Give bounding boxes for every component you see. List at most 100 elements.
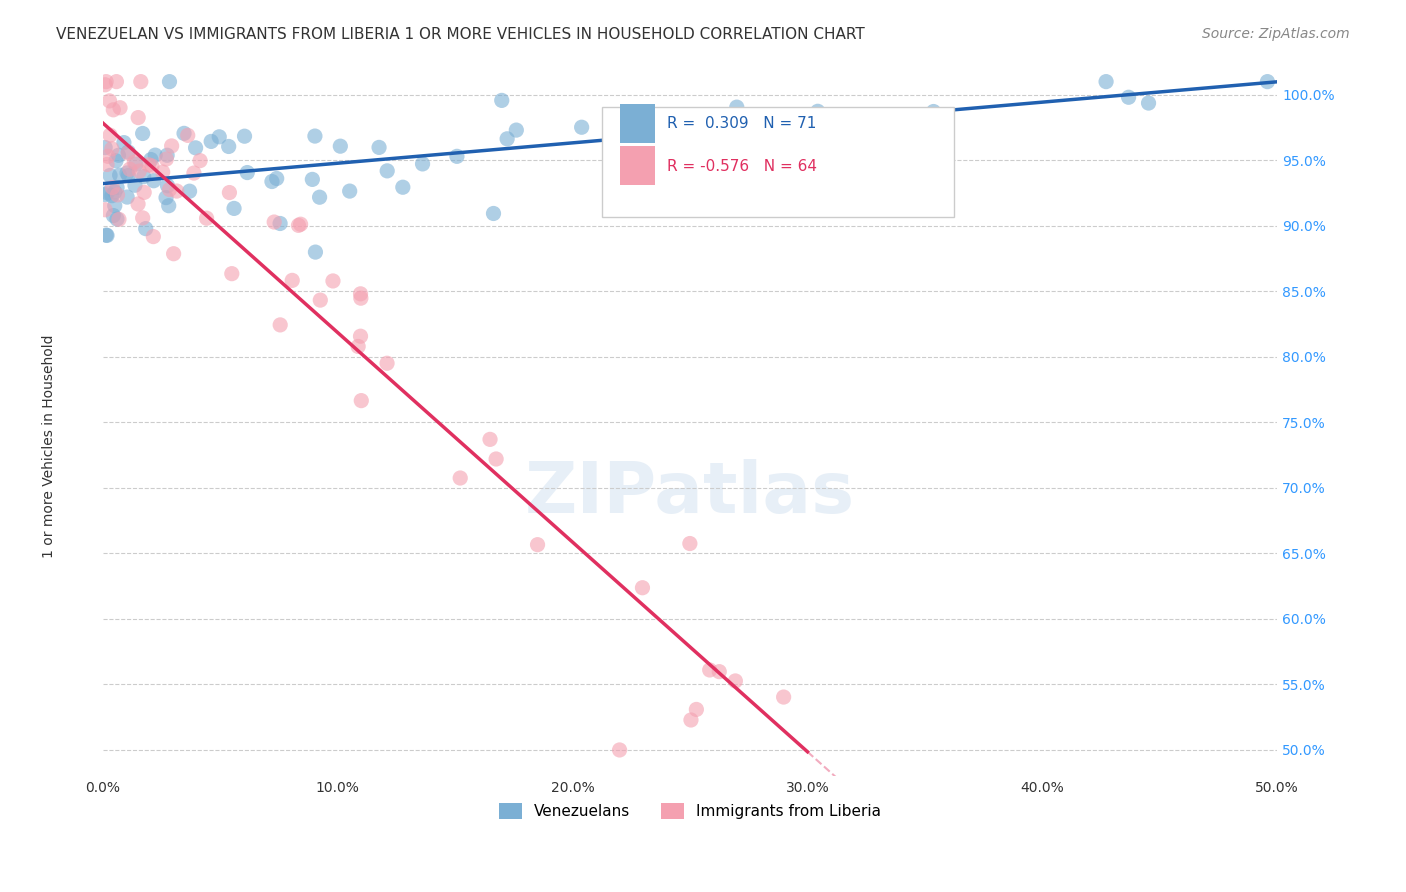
Point [222,202,245,216]
Point [218,139,240,153]
Point [98,128,121,143]
Text: ZIPatlas: ZIPatlas [524,458,855,527]
Point [98,94,121,108]
Point [127,197,149,211]
Point [103,103,125,117]
Point [485,452,508,467]
Point [159,75,181,89]
Point [108,101,131,115]
Point [266,171,288,186]
Point [177,128,200,143]
Point [725,100,748,114]
Point [1095,75,1118,89]
Point [505,123,527,137]
Text: R = -0.576   N = 64: R = -0.576 N = 64 [666,159,817,174]
Point [104,199,127,213]
Point [94,228,117,243]
Point [526,538,548,552]
Point [269,217,291,231]
Point [94,75,117,89]
Point [496,132,519,146]
Point [115,166,138,180]
Text: R =  0.309   N = 71: R = 0.309 N = 71 [666,115,815,130]
Point [609,743,631,757]
Point [200,135,222,149]
Point [392,180,415,194]
Point [104,153,127,168]
Point [349,329,371,343]
Point [322,274,344,288]
Point [152,165,174,179]
Point [142,229,165,244]
Point [184,141,207,155]
Point [141,159,163,173]
Point [446,149,468,163]
Bar [620,146,655,186]
Point [125,157,148,171]
Point [104,185,127,199]
Point [479,433,502,447]
Point [412,157,434,171]
Point [772,690,794,704]
Point [94,202,117,217]
Point [96,186,118,200]
Point [208,129,231,144]
Point [368,140,391,154]
Point [155,191,177,205]
Point [221,267,243,281]
Point [131,211,153,225]
Point [139,153,162,167]
Point [96,157,118,171]
Point [179,184,201,198]
Bar [620,103,655,143]
Point [339,184,361,198]
Point [263,215,285,229]
Point [131,127,153,141]
Point [482,206,505,220]
Point [162,246,184,260]
Point [375,164,398,178]
Point [159,182,181,196]
Point [105,180,128,194]
Point [350,291,373,305]
Point [112,136,135,150]
Point [1137,96,1160,111]
Point [127,111,149,125]
Point [329,139,352,153]
Point [138,158,160,172]
Point [718,130,741,145]
Point [631,581,654,595]
Point [108,168,131,182]
Point [449,471,471,485]
Point [142,174,165,188]
Point [124,155,146,169]
Point [101,188,124,202]
Point [160,139,183,153]
Point [260,175,283,189]
Text: VENEZUELAN VS IMMIGRANTS FROM LIBERIA 1 OR MORE VEHICLES IN HOUSEHOLD CORRELATIO: VENEZUELAN VS IMMIGRANTS FROM LIBERIA 1 … [56,27,865,42]
Point [679,713,702,727]
Legend: Venezuelans, Immigrants from Liberia: Venezuelans, Immigrants from Liberia [494,797,887,825]
Point [699,663,721,677]
Point [304,245,326,260]
Point [166,184,188,198]
Point [571,120,593,135]
Point [236,165,259,179]
Point [134,186,156,200]
Point [304,129,326,144]
Point [807,104,830,119]
Point [308,190,330,204]
Point [107,148,129,162]
Point [620,145,643,160]
Point [350,393,373,408]
Point [129,75,152,89]
Point [155,152,177,166]
Point [94,78,117,92]
Point [115,190,138,204]
Point [188,153,211,168]
Point [94,140,117,154]
Point [132,169,155,184]
Point [117,146,139,161]
Point [195,211,218,226]
Text: 1 or more Vehicles in Household: 1 or more Vehicles in Household [42,334,56,558]
